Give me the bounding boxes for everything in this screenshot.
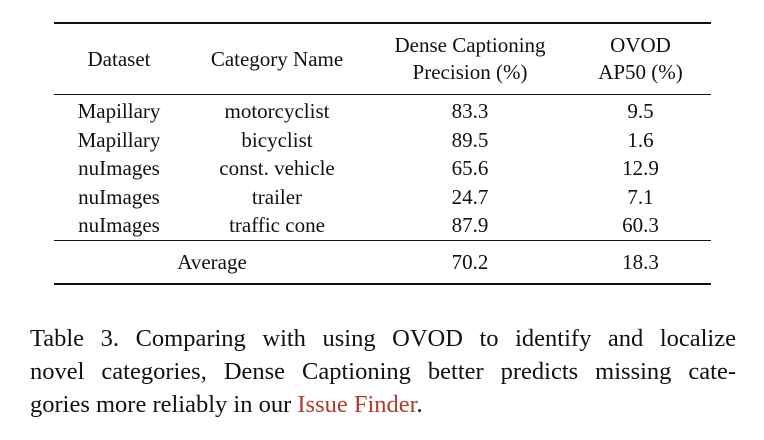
table-row: nuImages trailer 24.7 7.1 <box>54 183 711 212</box>
header-ovod-line1: OVOD <box>610 33 671 57</box>
table-header-row: Dataset Category Name Dense Captioning P… <box>54 22 711 95</box>
caption-line-2: novel categories, Dense Captioning bette… <box>30 358 736 385</box>
caption-line-1: Table 3. Comparing with using OVOD to id… <box>30 325 736 352</box>
cell-ovod: 7.1 <box>627 184 654 209</box>
cell-ovod: 9.5 <box>627 99 654 124</box>
cell-category: trailer <box>251 184 303 209</box>
cell-ovod: 60.3 <box>622 213 659 238</box>
cell-dense: 65.6 <box>451 156 489 181</box>
cell-dataset: Mapillary <box>77 99 161 124</box>
results-table: Dataset Category Name Dense Captioning P… <box>54 22 711 285</box>
cell-dataset: nuImages <box>78 184 160 209</box>
cell-category: bicyclist <box>241 127 313 152</box>
header-dense-line2: Precision (%) <box>412 60 528 84</box>
header-dataset: Dataset <box>54 22 184 95</box>
caption-line-3-text: gories more reliably in our <box>30 391 298 418</box>
header-ovod-line2: AP50 (%) <box>598 60 683 84</box>
cell-ovod: 12.9 <box>622 156 659 181</box>
average-ovod: 18.3 <box>570 239 711 285</box>
table-row: nuImages const. vehicle 65.6 12.9 <box>54 154 711 183</box>
cell-category: motorcyclist <box>224 99 330 124</box>
results-table-container: Dataset Category Name Dense Captioning P… <box>54 22 711 285</box>
header-dense-captioning: Dense Captioning Precision (%) <box>370 22 570 95</box>
cell-dataset: Mapillary <box>77 127 161 152</box>
table-row: nuImages traffic cone 87.9 60.3 <box>54 211 711 240</box>
table-row: Mapillary bicyclist 89.5 1.6 <box>54 126 711 155</box>
header-dense-line1: Dense Captioning <box>394 33 546 57</box>
table-caption: Table 3. Comparing with using OVOD to id… <box>30 322 736 421</box>
header-category-name: Category Name <box>184 22 370 95</box>
average-dense: 70.2 <box>370 239 570 285</box>
cell-category: const. vehicle <box>219 156 335 181</box>
cell-dense: 83.3 <box>451 99 489 124</box>
caption-line-3-end: . <box>416 391 423 418</box>
cell-category: traffic cone <box>229 213 325 238</box>
cell-dataset: nuImages <box>78 213 160 238</box>
table-row: Mapillary motorcyclist 83.3 9.5 <box>54 95 711 126</box>
cell-dense: 89.5 <box>451 127 489 152</box>
average-label: Average <box>54 239 370 285</box>
cell-ovod: 1.6 <box>627 127 654 152</box>
table-average-row: Average 70.2 18.3 <box>54 239 711 285</box>
cell-dense: 24.7 <box>451 184 489 209</box>
caption-line-3: gories more reliably in our Issue Finder… <box>30 388 736 421</box>
cell-dataset: nuImages <box>78 156 160 181</box>
header-ovod: OVOD AP50 (%) <box>570 22 711 95</box>
cell-dense: 87.9 <box>451 213 489 238</box>
issue-finder-link[interactable]: Issue Finder <box>297 391 417 418</box>
